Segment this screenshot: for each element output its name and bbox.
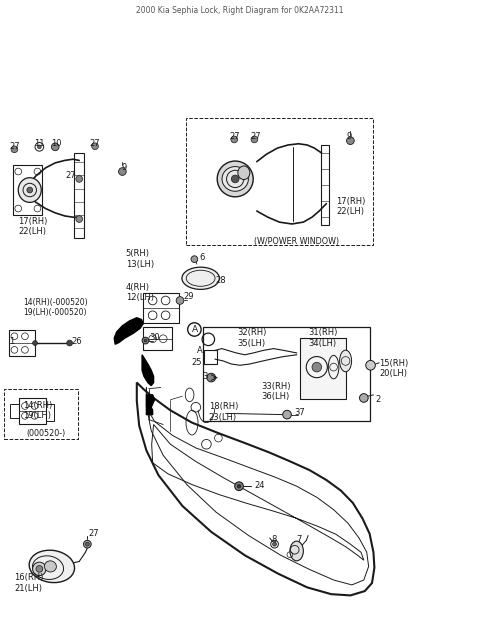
Text: 8: 8: [271, 536, 276, 544]
Text: (000520-): (000520-): [26, 429, 66, 438]
Circle shape: [366, 360, 375, 370]
Text: 3: 3: [202, 372, 207, 381]
Ellipse shape: [290, 541, 303, 561]
Circle shape: [176, 297, 184, 304]
Circle shape: [283, 410, 291, 419]
Text: 17(RH)
22(LH): 17(RH) 22(LH): [336, 197, 365, 217]
Bar: [143, 293, 179, 323]
Text: 27: 27: [88, 529, 99, 538]
Circle shape: [347, 137, 354, 144]
Circle shape: [231, 175, 239, 183]
Ellipse shape: [45, 561, 56, 572]
Text: 28: 28: [215, 276, 226, 285]
Bar: [300, 338, 346, 399]
Bar: [4, 389, 78, 439]
Circle shape: [207, 373, 216, 382]
Ellipse shape: [339, 350, 351, 371]
Circle shape: [231, 136, 238, 143]
Text: 27: 27: [250, 133, 261, 141]
Polygon shape: [146, 395, 155, 415]
Bar: [143, 327, 172, 350]
Text: 24: 24: [254, 481, 265, 490]
Circle shape: [84, 540, 91, 548]
Text: 16(RH)
21(LH): 16(RH) 21(LH): [14, 573, 44, 593]
Circle shape: [92, 143, 98, 149]
Text: 5(RH)
13(LH): 5(RH) 13(LH): [126, 249, 154, 269]
Text: 4(RH)
12(LH): 4(RH) 12(LH): [126, 283, 154, 302]
Text: 9: 9: [347, 133, 352, 141]
Circle shape: [51, 143, 59, 151]
Text: 10: 10: [51, 139, 62, 147]
Ellipse shape: [238, 166, 250, 180]
Polygon shape: [142, 355, 154, 386]
Ellipse shape: [222, 167, 249, 191]
Text: 1: 1: [9, 337, 14, 346]
Circle shape: [235, 482, 243, 491]
Circle shape: [119, 168, 126, 175]
Ellipse shape: [18, 178, 41, 202]
Text: 9: 9: [121, 164, 126, 172]
Circle shape: [11, 146, 18, 152]
Text: 29: 29: [183, 292, 194, 300]
Text: 14(RH)(-000520)
19(LH)(-000520): 14(RH)(-000520) 19(LH)(-000520): [23, 297, 88, 317]
Text: 18(RH)
23(LH): 18(RH) 23(LH): [209, 402, 238, 422]
Bar: [19, 398, 46, 424]
Ellipse shape: [217, 161, 253, 197]
Text: 14(RH)
19(LH): 14(RH) 19(LH): [23, 400, 52, 420]
Circle shape: [33, 562, 46, 576]
Circle shape: [76, 176, 83, 182]
Circle shape: [312, 362, 322, 372]
Circle shape: [37, 145, 41, 149]
Bar: [203, 327, 370, 421]
Text: (W/POWER WINDOW): (W/POWER WINDOW): [254, 238, 339, 246]
Circle shape: [273, 542, 276, 546]
Text: 27: 27: [90, 139, 100, 147]
Text: 31(RH)
34(LH): 31(RH) 34(LH): [308, 328, 337, 348]
Text: 11: 11: [35, 139, 45, 147]
Circle shape: [27, 187, 33, 193]
Text: 2: 2: [375, 395, 381, 404]
Text: 2000 Kia Sephia Lock, Right Diagram for 0K2AA72311: 2000 Kia Sephia Lock, Right Diagram for …: [136, 6, 344, 15]
Polygon shape: [114, 318, 143, 344]
Circle shape: [144, 339, 147, 342]
Circle shape: [76, 216, 83, 222]
Circle shape: [237, 484, 241, 488]
Text: 37: 37: [295, 408, 305, 416]
Text: 27: 27: [9, 143, 20, 151]
Bar: [9, 330, 35, 356]
Text: A: A: [197, 346, 203, 355]
Text: 26: 26: [71, 337, 82, 346]
Circle shape: [142, 337, 149, 344]
Text: A: A: [192, 325, 198, 334]
Circle shape: [33, 341, 37, 346]
Bar: [46, 404, 54, 421]
Bar: [10, 404, 19, 418]
Bar: [186, 118, 373, 245]
Text: 15(RH)
20(LH): 15(RH) 20(LH): [379, 358, 408, 378]
Text: 25: 25: [191, 358, 202, 367]
Ellipse shape: [29, 550, 74, 582]
Text: 33(RH)
36(LH): 33(RH) 36(LH): [262, 382, 291, 402]
Text: 32(RH)
35(LH): 32(RH) 35(LH): [237, 328, 267, 348]
Circle shape: [85, 542, 89, 546]
Text: 30: 30: [149, 333, 159, 342]
Bar: [204, 350, 217, 364]
Ellipse shape: [182, 267, 219, 289]
Text: 27: 27: [66, 172, 76, 180]
Circle shape: [251, 136, 258, 143]
Bar: [13, 165, 42, 215]
Bar: [74, 153, 84, 238]
Text: 17(RH)
22(LH): 17(RH) 22(LH): [18, 217, 48, 236]
Text: 6: 6: [199, 254, 204, 262]
Circle shape: [360, 394, 368, 402]
Text: 27: 27: [229, 133, 240, 141]
Text: 7: 7: [296, 536, 301, 544]
Circle shape: [67, 340, 72, 346]
Circle shape: [36, 566, 43, 572]
Circle shape: [191, 256, 198, 262]
Bar: [321, 145, 329, 225]
